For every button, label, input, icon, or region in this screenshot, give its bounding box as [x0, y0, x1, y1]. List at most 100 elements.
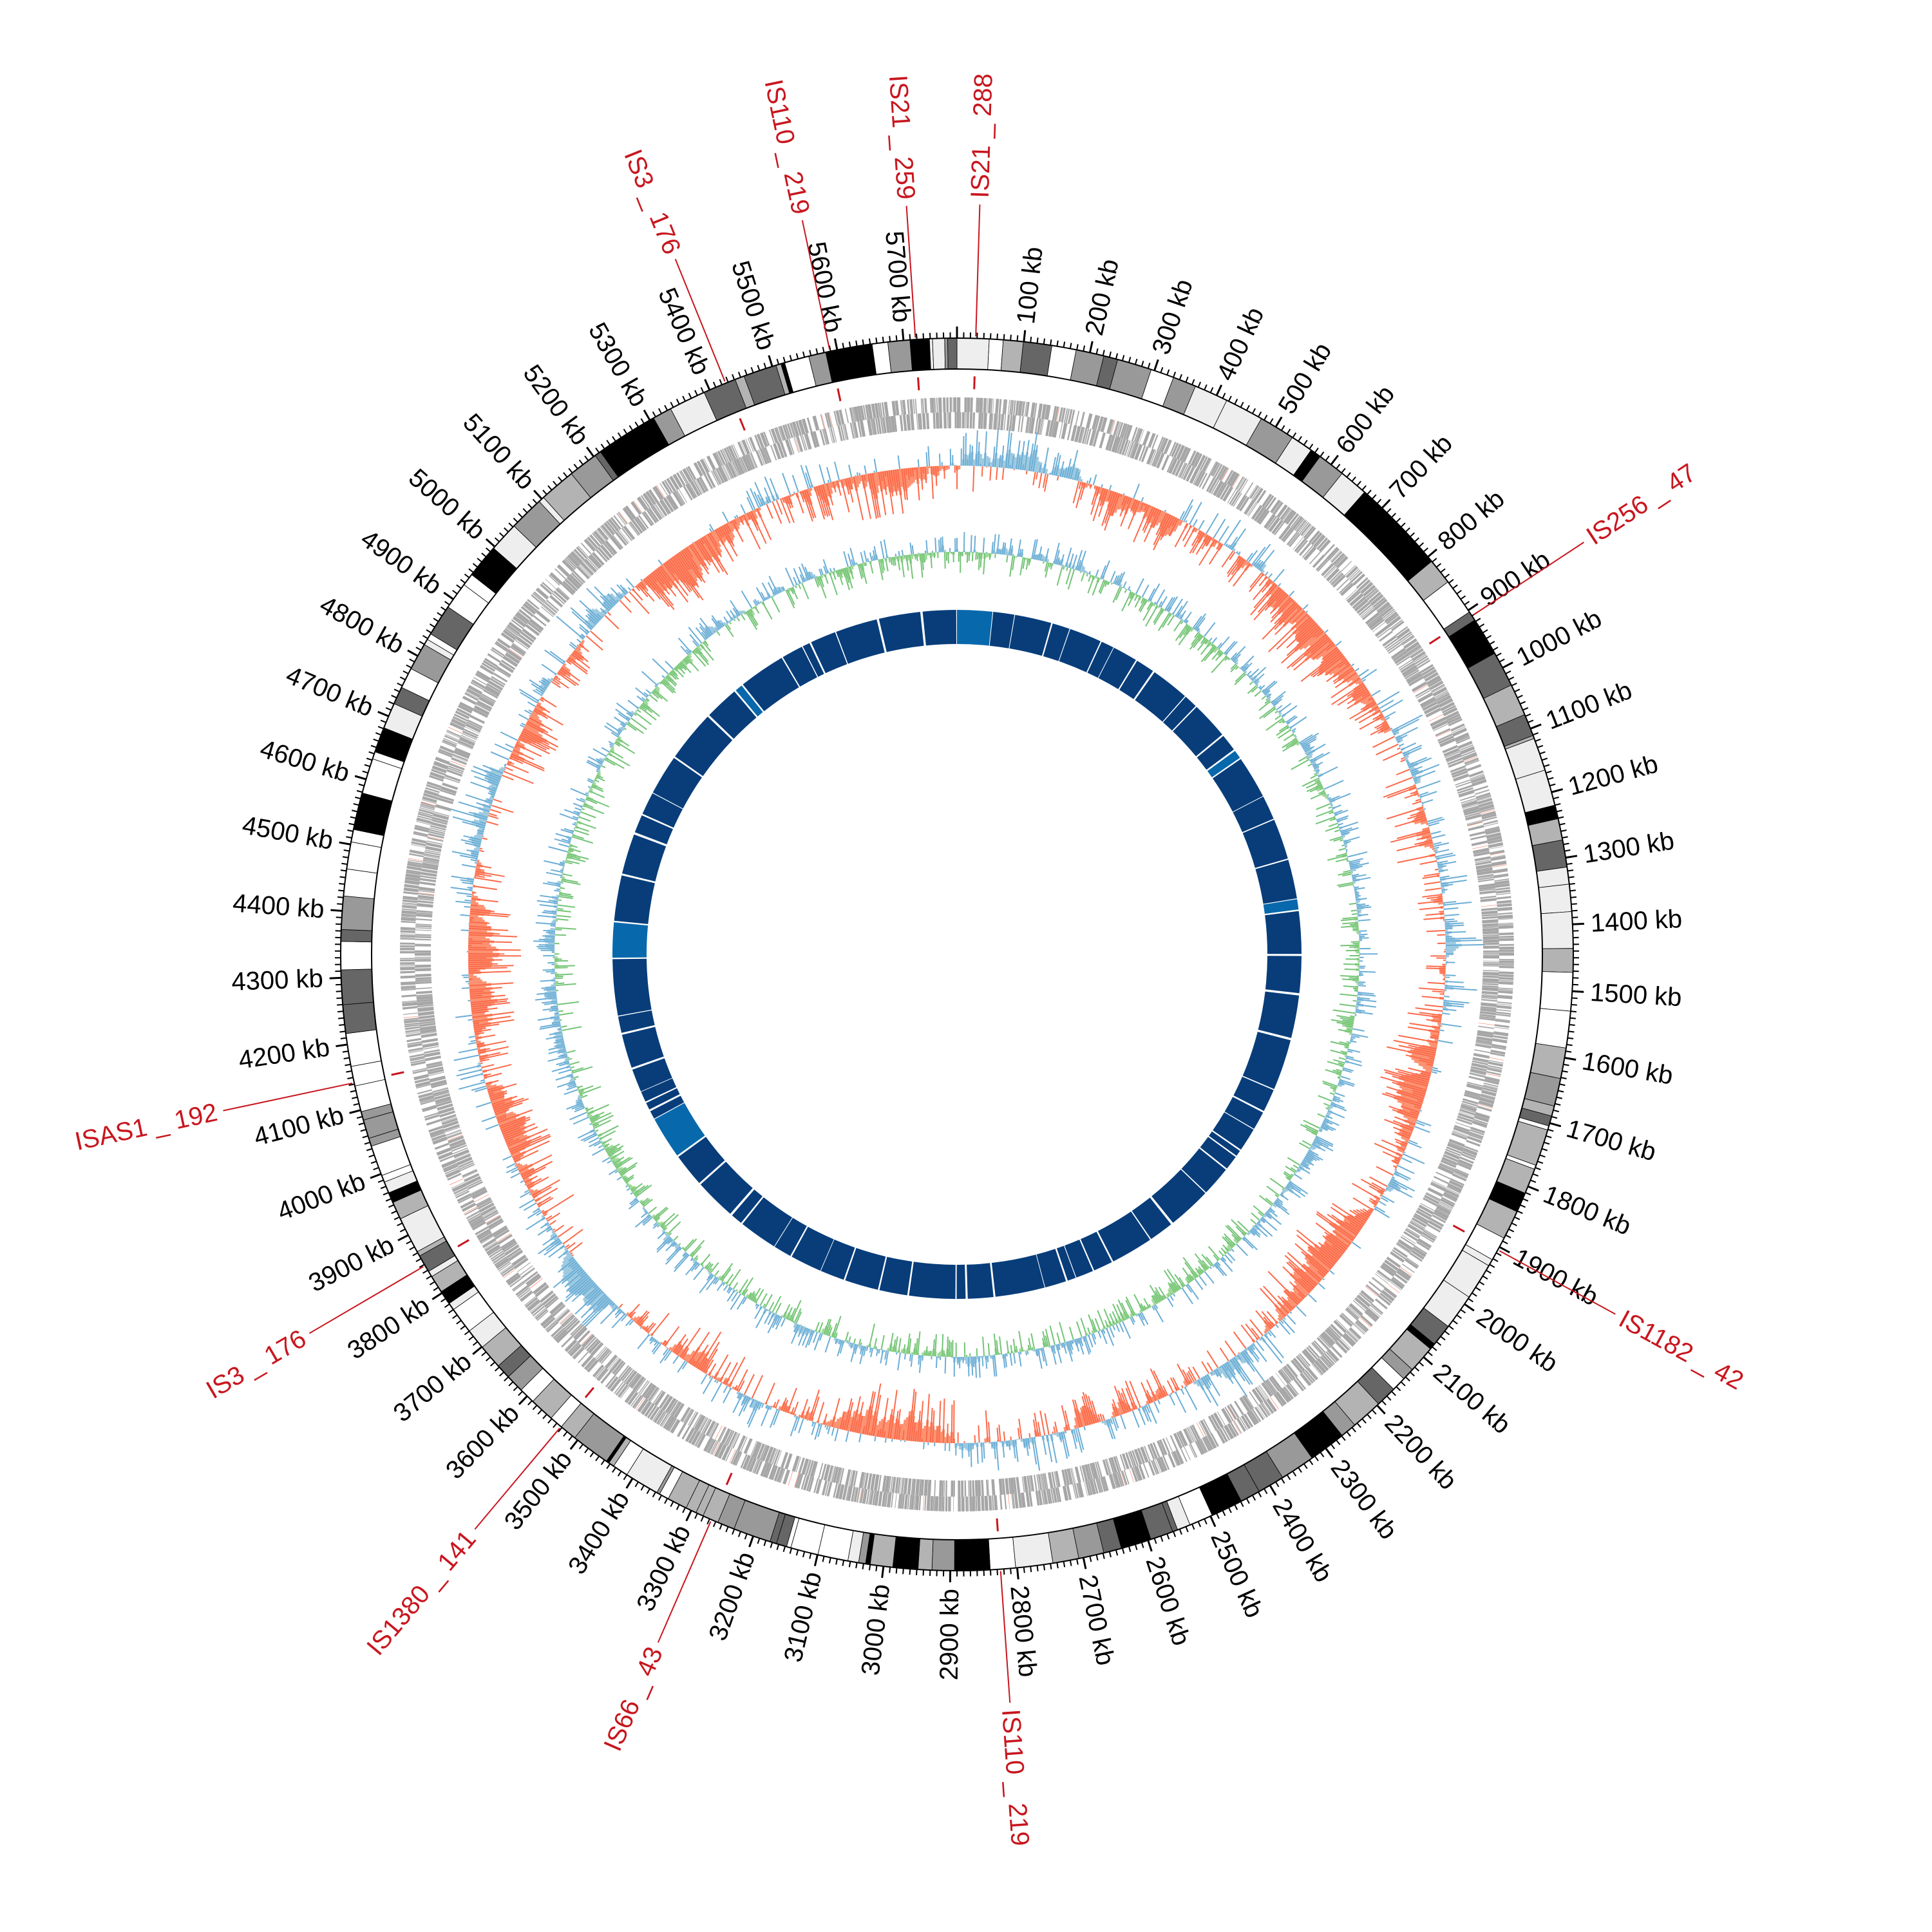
gc-content-bar	[591, 1112, 612, 1123]
gc-skew-smoothed-bar	[717, 1377, 721, 1382]
gc-skew-bar	[1318, 1250, 1336, 1265]
gc-content-bar	[576, 821, 596, 829]
gc-skew-bar	[576, 1268, 583, 1274]
gc-content-bar	[561, 880, 581, 886]
gc-content-bar	[582, 808, 585, 811]
gc-content-bar	[1296, 1169, 1300, 1172]
gc-content-bar	[755, 1304, 759, 1310]
gc-content-bar	[1340, 1017, 1354, 1021]
gc-skew-bar	[504, 1126, 538, 1141]
gc-skew-bar	[1153, 513, 1170, 545]
gc-skew-bar	[1326, 663, 1351, 683]
gc-content-bar	[596, 758, 604, 764]
gc-skew-bar	[1052, 1431, 1054, 1434]
gc-skew-smoothed-bar	[616, 1307, 620, 1311]
gc-content-bar	[542, 882, 561, 887]
gc-content-smoothed-bar	[904, 1349, 907, 1354]
gc-content-bar	[1319, 1129, 1323, 1132]
gc-content-smoothed-bar	[647, 1212, 650, 1215]
gc-skew-bar	[902, 1430, 905, 1441]
gc-content-smoothed-bar	[755, 605, 758, 607]
gc-content-bar	[1162, 613, 1172, 628]
gc-skew-bar	[1070, 450, 1079, 480]
gc-skew-bar	[1396, 829, 1430, 839]
gc-skew-bar	[1253, 588, 1282, 621]
gc-content-bar	[585, 792, 589, 795]
gc-skew-bar	[1186, 1385, 1188, 1387]
gc-content-bar	[786, 1307, 793, 1320]
gc-skew-smoothed-bar	[1261, 569, 1265, 574]
gc-content-bar	[732, 607, 739, 617]
gc-content-bar	[576, 1100, 583, 1104]
gc-content-bar	[617, 732, 621, 735]
gc-content-bar	[785, 589, 795, 609]
gc-skew-bar	[1383, 751, 1403, 761]
gc-skew-bar	[1233, 1356, 1253, 1385]
gc-content-bar	[558, 843, 570, 848]
inner-block	[1265, 956, 1302, 994]
gc-skew-bar	[1378, 1200, 1387, 1206]
gc-skew-bar	[1379, 699, 1394, 709]
gc-content-bar	[1109, 1326, 1115, 1338]
gc-content-bar	[1153, 1295, 1159, 1303]
gc-content-bar	[1261, 1217, 1278, 1231]
gc-skew-bar	[1416, 1122, 1425, 1126]
gc-content-bar	[1167, 615, 1175, 626]
gc-content-smoothed-bar	[713, 627, 718, 632]
gc-content-bar	[1032, 539, 1038, 560]
gc-skew-smoothed-bar	[1310, 639, 1333, 659]
gc-skew-bar	[1347, 690, 1369, 705]
gc-content-bar	[1112, 586, 1121, 603]
gc-content-bar	[860, 552, 864, 564]
gc-content-smoothed-bar	[793, 1323, 798, 1329]
gc-skew-bar	[1439, 911, 1444, 913]
gc-skew-bar	[694, 1344, 709, 1367]
gc-content-smoothed-bar	[1341, 834, 1346, 838]
gc-skew-bar	[1422, 894, 1443, 898]
gc-content-bar	[1302, 1140, 1312, 1146]
gc-content-bar	[1340, 827, 1359, 834]
gc-skew-bar	[1225, 543, 1228, 547]
gc-skew-bar	[1331, 1244, 1344, 1255]
gc-skew-bar	[688, 1331, 710, 1364]
gc-content-bar	[933, 1339, 935, 1356]
gc-content-bar	[1121, 1302, 1130, 1319]
gc-skew-bar	[1312, 641, 1334, 659]
gc-content-bar	[795, 585, 797, 589]
gc-skew-bar	[1094, 485, 1096, 489]
gc-skew-smoothed-bar	[1146, 1400, 1150, 1405]
gc-content-bar	[580, 1094, 583, 1097]
gc-content-bar	[687, 655, 690, 659]
gc-content-smoothed-bar	[1139, 1309, 1143, 1313]
gc-skew-bar	[639, 1327, 642, 1329]
gc-skew-bar	[1083, 1426, 1086, 1431]
gc-skew-bar	[1164, 509, 1167, 513]
gc-content-bar	[550, 925, 556, 927]
gc-content-bar	[552, 1021, 561, 1024]
gc-skew-bar	[893, 1410, 899, 1439]
gc-skew-bar	[748, 1401, 761, 1428]
inner-block	[1224, 1097, 1264, 1129]
inner-block	[1087, 641, 1113, 678]
gc-content-bar	[1034, 554, 1037, 560]
gc-content-smoothed-bar	[708, 625, 715, 634]
gc-skew-bar	[524, 1202, 537, 1211]
gc-skew-bar	[1419, 906, 1444, 911]
gc-skew-bar	[1213, 518, 1226, 539]
gc-content-smoothed-bar	[1079, 565, 1084, 572]
gc-content-bar	[1316, 810, 1333, 818]
gc-content-bar	[941, 1334, 944, 1357]
gc-skew-bar	[1415, 799, 1421, 802]
gc-content-bar	[781, 1318, 786, 1327]
gc-skew-bar	[546, 1227, 553, 1233]
gc-content-bar	[1300, 732, 1320, 745]
gc-content-bar	[747, 1292, 752, 1299]
gc-skew-smoothed-bar	[1434, 1028, 1441, 1032]
gc-skew-bar	[1064, 1410, 1070, 1430]
gc-skew-bar	[1250, 1344, 1256, 1350]
gc-skew-bar	[1126, 497, 1130, 504]
gc-skew-bar	[527, 1209, 541, 1219]
gc-skew-smoothed-bar	[611, 1303, 618, 1310]
gc-content-bar	[867, 558, 869, 562]
gc-content-bar	[700, 1253, 711, 1265]
